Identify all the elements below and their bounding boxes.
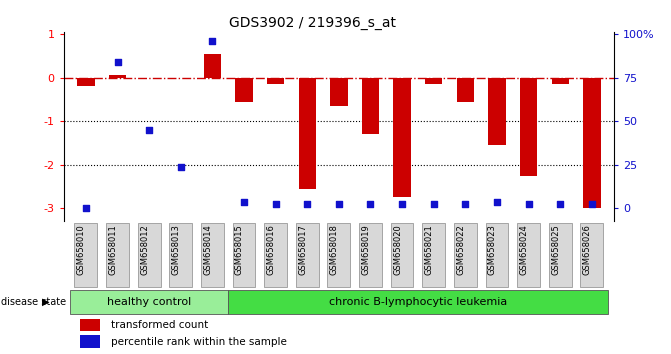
Text: GSM658020: GSM658020 <box>393 224 402 275</box>
Point <box>302 201 313 207</box>
Bar <box>362 78 379 134</box>
FancyBboxPatch shape <box>517 223 540 287</box>
Bar <box>267 78 285 84</box>
Bar <box>488 78 506 145</box>
Text: percentile rank within the sample: percentile rank within the sample <box>111 337 287 347</box>
Bar <box>140 78 158 79</box>
Point <box>365 201 376 207</box>
Text: GSM658012: GSM658012 <box>140 224 149 275</box>
Text: GSM658017: GSM658017 <box>298 224 307 275</box>
Bar <box>552 78 569 84</box>
Point <box>112 59 123 65</box>
Text: GSM658023: GSM658023 <box>488 224 497 275</box>
Text: GSM658011: GSM658011 <box>109 224 117 275</box>
Text: GSM658021: GSM658021 <box>425 224 433 275</box>
Point <box>239 199 250 205</box>
Bar <box>520 78 537 176</box>
Bar <box>299 78 316 189</box>
FancyBboxPatch shape <box>74 223 97 287</box>
FancyBboxPatch shape <box>169 223 192 287</box>
Bar <box>204 53 221 78</box>
Text: GSM658016: GSM658016 <box>266 224 276 275</box>
Point <box>207 38 217 44</box>
Point <box>586 201 597 207</box>
FancyBboxPatch shape <box>454 223 476 287</box>
Point <box>492 199 503 205</box>
FancyBboxPatch shape <box>106 223 129 287</box>
FancyBboxPatch shape <box>486 223 509 287</box>
Bar <box>81 319 99 331</box>
FancyBboxPatch shape <box>138 223 160 287</box>
Bar <box>236 78 253 102</box>
Point <box>81 205 91 211</box>
FancyBboxPatch shape <box>296 223 319 287</box>
Point <box>397 201 407 207</box>
FancyBboxPatch shape <box>327 223 350 287</box>
Bar <box>393 78 411 197</box>
FancyBboxPatch shape <box>580 223 603 287</box>
Text: GSM658019: GSM658019 <box>362 224 370 275</box>
Text: GSM658010: GSM658010 <box>77 224 86 275</box>
FancyBboxPatch shape <box>391 223 413 287</box>
Bar <box>330 78 348 106</box>
FancyBboxPatch shape <box>264 223 287 287</box>
Bar <box>172 78 189 79</box>
Text: GSM658013: GSM658013 <box>172 224 180 275</box>
FancyBboxPatch shape <box>422 223 445 287</box>
Point <box>144 127 154 133</box>
Bar <box>457 78 474 102</box>
Text: GSM658018: GSM658018 <box>330 224 339 275</box>
Bar <box>583 78 601 208</box>
Bar <box>425 78 442 84</box>
Point <box>270 201 281 207</box>
FancyBboxPatch shape <box>228 290 608 314</box>
Text: GSM658015: GSM658015 <box>235 224 244 275</box>
Bar <box>109 75 126 78</box>
Text: GSM658025: GSM658025 <box>551 224 560 275</box>
Point <box>175 164 186 170</box>
Bar <box>77 78 95 86</box>
Text: healthy control: healthy control <box>107 297 191 307</box>
Text: GSM658026: GSM658026 <box>583 224 592 275</box>
FancyBboxPatch shape <box>70 290 228 314</box>
Text: GSM658024: GSM658024 <box>519 224 529 275</box>
FancyBboxPatch shape <box>359 223 382 287</box>
Text: disease state: disease state <box>1 297 66 307</box>
Text: GSM658014: GSM658014 <box>203 224 212 275</box>
Point <box>523 201 534 207</box>
Bar <box>81 335 99 348</box>
Point <box>460 201 471 207</box>
Text: GDS3902 / 219396_s_at: GDS3902 / 219396_s_at <box>229 16 395 30</box>
FancyBboxPatch shape <box>201 223 223 287</box>
FancyBboxPatch shape <box>233 223 256 287</box>
Text: transformed count: transformed count <box>111 320 208 330</box>
Point <box>333 201 344 207</box>
Point <box>428 201 439 207</box>
FancyBboxPatch shape <box>549 223 572 287</box>
Text: GSM658022: GSM658022 <box>456 224 466 275</box>
Point <box>555 201 566 207</box>
Text: ▶: ▶ <box>42 297 50 307</box>
Text: chronic B-lymphocytic leukemia: chronic B-lymphocytic leukemia <box>329 297 507 307</box>
